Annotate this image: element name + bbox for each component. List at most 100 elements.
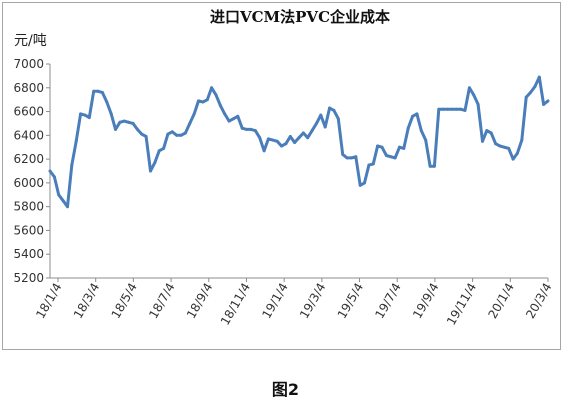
- data-point: [437, 107, 441, 111]
- y-tick-label: 6800: [13, 81, 44, 95]
- y-tick-label: 6200: [13, 152, 44, 166]
- data-point: [376, 144, 380, 148]
- x-tick-label: 18/1/4: [33, 281, 64, 321]
- data-point: [498, 144, 502, 148]
- data-point: [87, 116, 91, 119]
- data-point: [197, 99, 200, 103]
- x-tick-label: 19/7/4: [372, 281, 403, 321]
- data-point: [170, 130, 174, 134]
- x-axis: 18/1/4 18/3/4 18/5/4 18/7/4 18/9/4 18/11/4 19/…: [33, 277, 555, 328]
- y-tick-label: 7000: [13, 57, 44, 71]
- chart: 进口VCM法PVC企业成本 元/吨 5200 5400 5600 5800 6000 62…: [13, 8, 555, 328]
- data-point: [467, 86, 471, 90]
- data-point: [415, 112, 419, 116]
- data-point: [188, 121, 192, 125]
- data-point: [511, 157, 515, 161]
- data-point: [358, 183, 362, 187]
- data-point: [66, 205, 69, 209]
- data-point: [162, 146, 166, 150]
- chart-title: 进口VCM法PVC企业成本: [210, 8, 390, 26]
- data-point: [157, 149, 161, 153]
- data-point: [419, 129, 423, 133]
- data-point: [454, 107, 458, 111]
- data-point: [315, 121, 318, 125]
- data-point: [310, 129, 314, 133]
- data-point: [131, 121, 135, 125]
- data-point: [245, 127, 249, 131]
- data-point: [537, 75, 541, 79]
- y-tick-label: 5200: [13, 271, 44, 285]
- data-point: [232, 117, 235, 121]
- data-point: [253, 129, 257, 133]
- data-point: [288, 135, 292, 138]
- x-tick-label: 18/3/4: [71, 281, 102, 321]
- data-point: [236, 114, 240, 118]
- series-line: [48, 75, 549, 209]
- data-point: [380, 145, 384, 149]
- x-tick-label: 19/11/4: [444, 280, 479, 327]
- data-point: [529, 91, 532, 94]
- data-point: [70, 163, 74, 167]
- data-point: [127, 120, 131, 124]
- data-point: [459, 107, 463, 111]
- data-point: [210, 86, 214, 90]
- data-point: [424, 138, 428, 142]
- data-point: [240, 126, 244, 130]
- data-point: [494, 142, 498, 146]
- x-tick-label: 18/11/4: [218, 281, 253, 328]
- data-point: [336, 117, 340, 121]
- data-point: [546, 99, 550, 103]
- data-point: [441, 107, 445, 111]
- data-point: [284, 142, 288, 146]
- data-point: [48, 169, 52, 173]
- data-point: [109, 112, 113, 116]
- data-point: [507, 146, 511, 150]
- data-point: [166, 132, 170, 136]
- y-tick-label: 6400: [13, 128, 44, 142]
- y-tick-label: 5400: [13, 247, 44, 261]
- x-tick-label: 19/5/4: [335, 281, 366, 321]
- data-point: [428, 164, 432, 168]
- data-point: [489, 131, 493, 135]
- data-point: [114, 127, 117, 131]
- data-point: [393, 156, 397, 160]
- y-tick-label: 5600: [13, 223, 44, 237]
- data-point: [92, 89, 96, 93]
- data-point: [389, 155, 393, 159]
- data-point: [280, 144, 283, 148]
- x-tick-label: 20/1/4: [485, 281, 516, 321]
- data-point: [319, 113, 323, 117]
- series-group: [48, 75, 550, 209]
- data-point: [301, 131, 305, 135]
- data-point: [384, 154, 388, 157]
- data-point: [52, 175, 56, 179]
- data-point: [406, 126, 410, 130]
- data-point: [183, 131, 187, 135]
- data-point: [345, 156, 349, 160]
- data-point: [402, 146, 406, 150]
- data-point: [371, 162, 375, 166]
- data-point: [367, 163, 371, 167]
- data-point: [79, 112, 83, 116]
- x-tick-label: 19/3/4: [297, 281, 328, 321]
- data-point: [542, 102, 546, 106]
- data-point: [306, 136, 310, 140]
- data-point: [218, 104, 222, 108]
- data-point: [175, 133, 179, 137]
- data-point: [96, 89, 100, 93]
- data-point: [153, 161, 157, 165]
- data-point: [472, 93, 476, 97]
- x-tick-label: 19/9/4: [410, 281, 441, 321]
- data-point: [205, 98, 209, 102]
- data-point: [485, 129, 489, 133]
- data-point: [432, 164, 436, 168]
- data-point: [192, 112, 196, 116]
- x-tick-label: 18/7/4: [146, 281, 177, 321]
- data-point: [83, 113, 87, 117]
- data-point: [258, 136, 262, 140]
- y-axis: 5200 5400 5600 5800 6000 6200 6400 6600 6800 7000: [13, 57, 51, 285]
- data-point: [328, 106, 332, 110]
- data-point: [363, 181, 366, 185]
- data-point: [135, 127, 139, 131]
- data-point: [463, 108, 467, 112]
